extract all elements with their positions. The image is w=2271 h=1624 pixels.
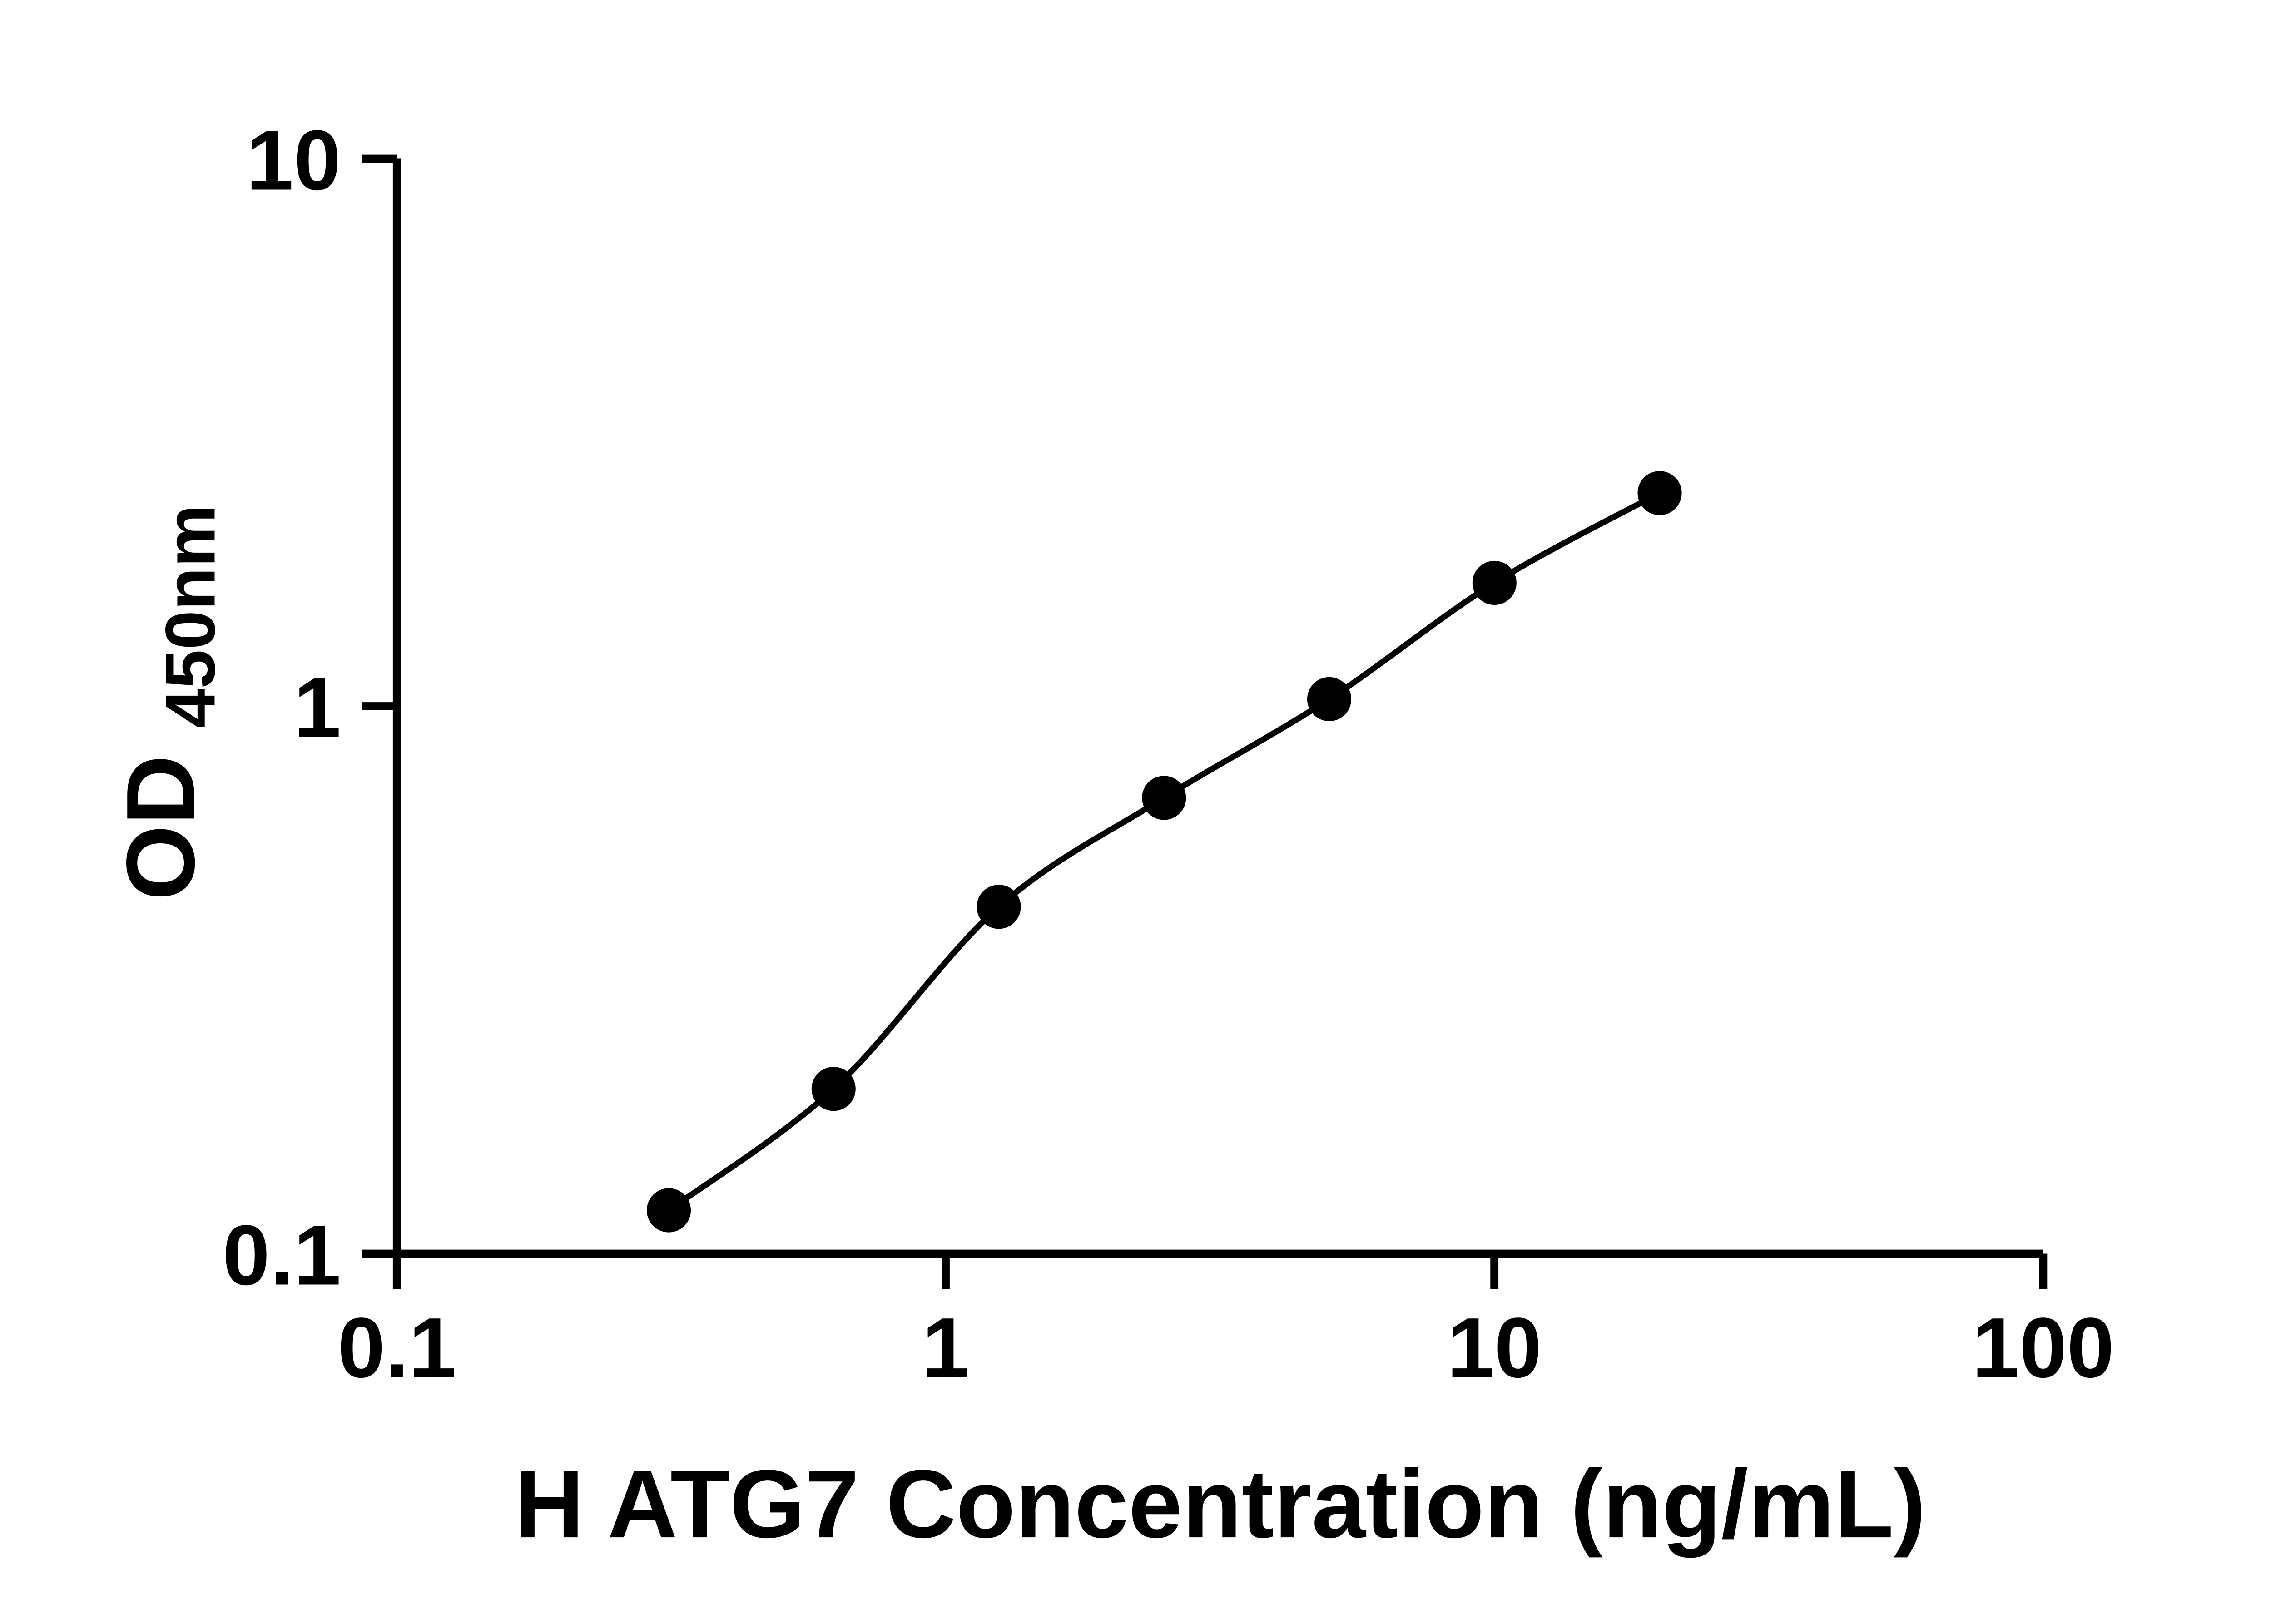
data-point — [811, 1067, 856, 1111]
data-point — [1307, 677, 1352, 721]
y-tick-label: 0.1 — [223, 1207, 341, 1302]
x-tick-label: 100 — [1972, 1300, 2114, 1395]
y-axis-title: OD 450nm — [107, 505, 229, 901]
data-point — [1472, 560, 1517, 605]
data-point — [1142, 776, 1186, 820]
data-point — [1637, 471, 1682, 515]
y-axis-title-main: OD — [107, 755, 215, 900]
plot-layer: 0.1 1 10 100 0.1 1 10 — [223, 112, 2114, 1395]
x-axis-title: H ATG7 Concentration (ng/mL) — [514, 1450, 1926, 1558]
x-tick-label: 1 — [922, 1300, 969, 1395]
data-point — [977, 885, 1021, 929]
x-tick-label: 10 — [1447, 1300, 1542, 1395]
data-point — [646, 1188, 691, 1233]
y-axis-title-subscript: 450nm — [150, 505, 229, 728]
x-tick-label: 0.1 — [337, 1300, 456, 1395]
y-tick-label: 1 — [293, 660, 341, 755]
y-tick-label: 10 — [246, 112, 341, 208]
